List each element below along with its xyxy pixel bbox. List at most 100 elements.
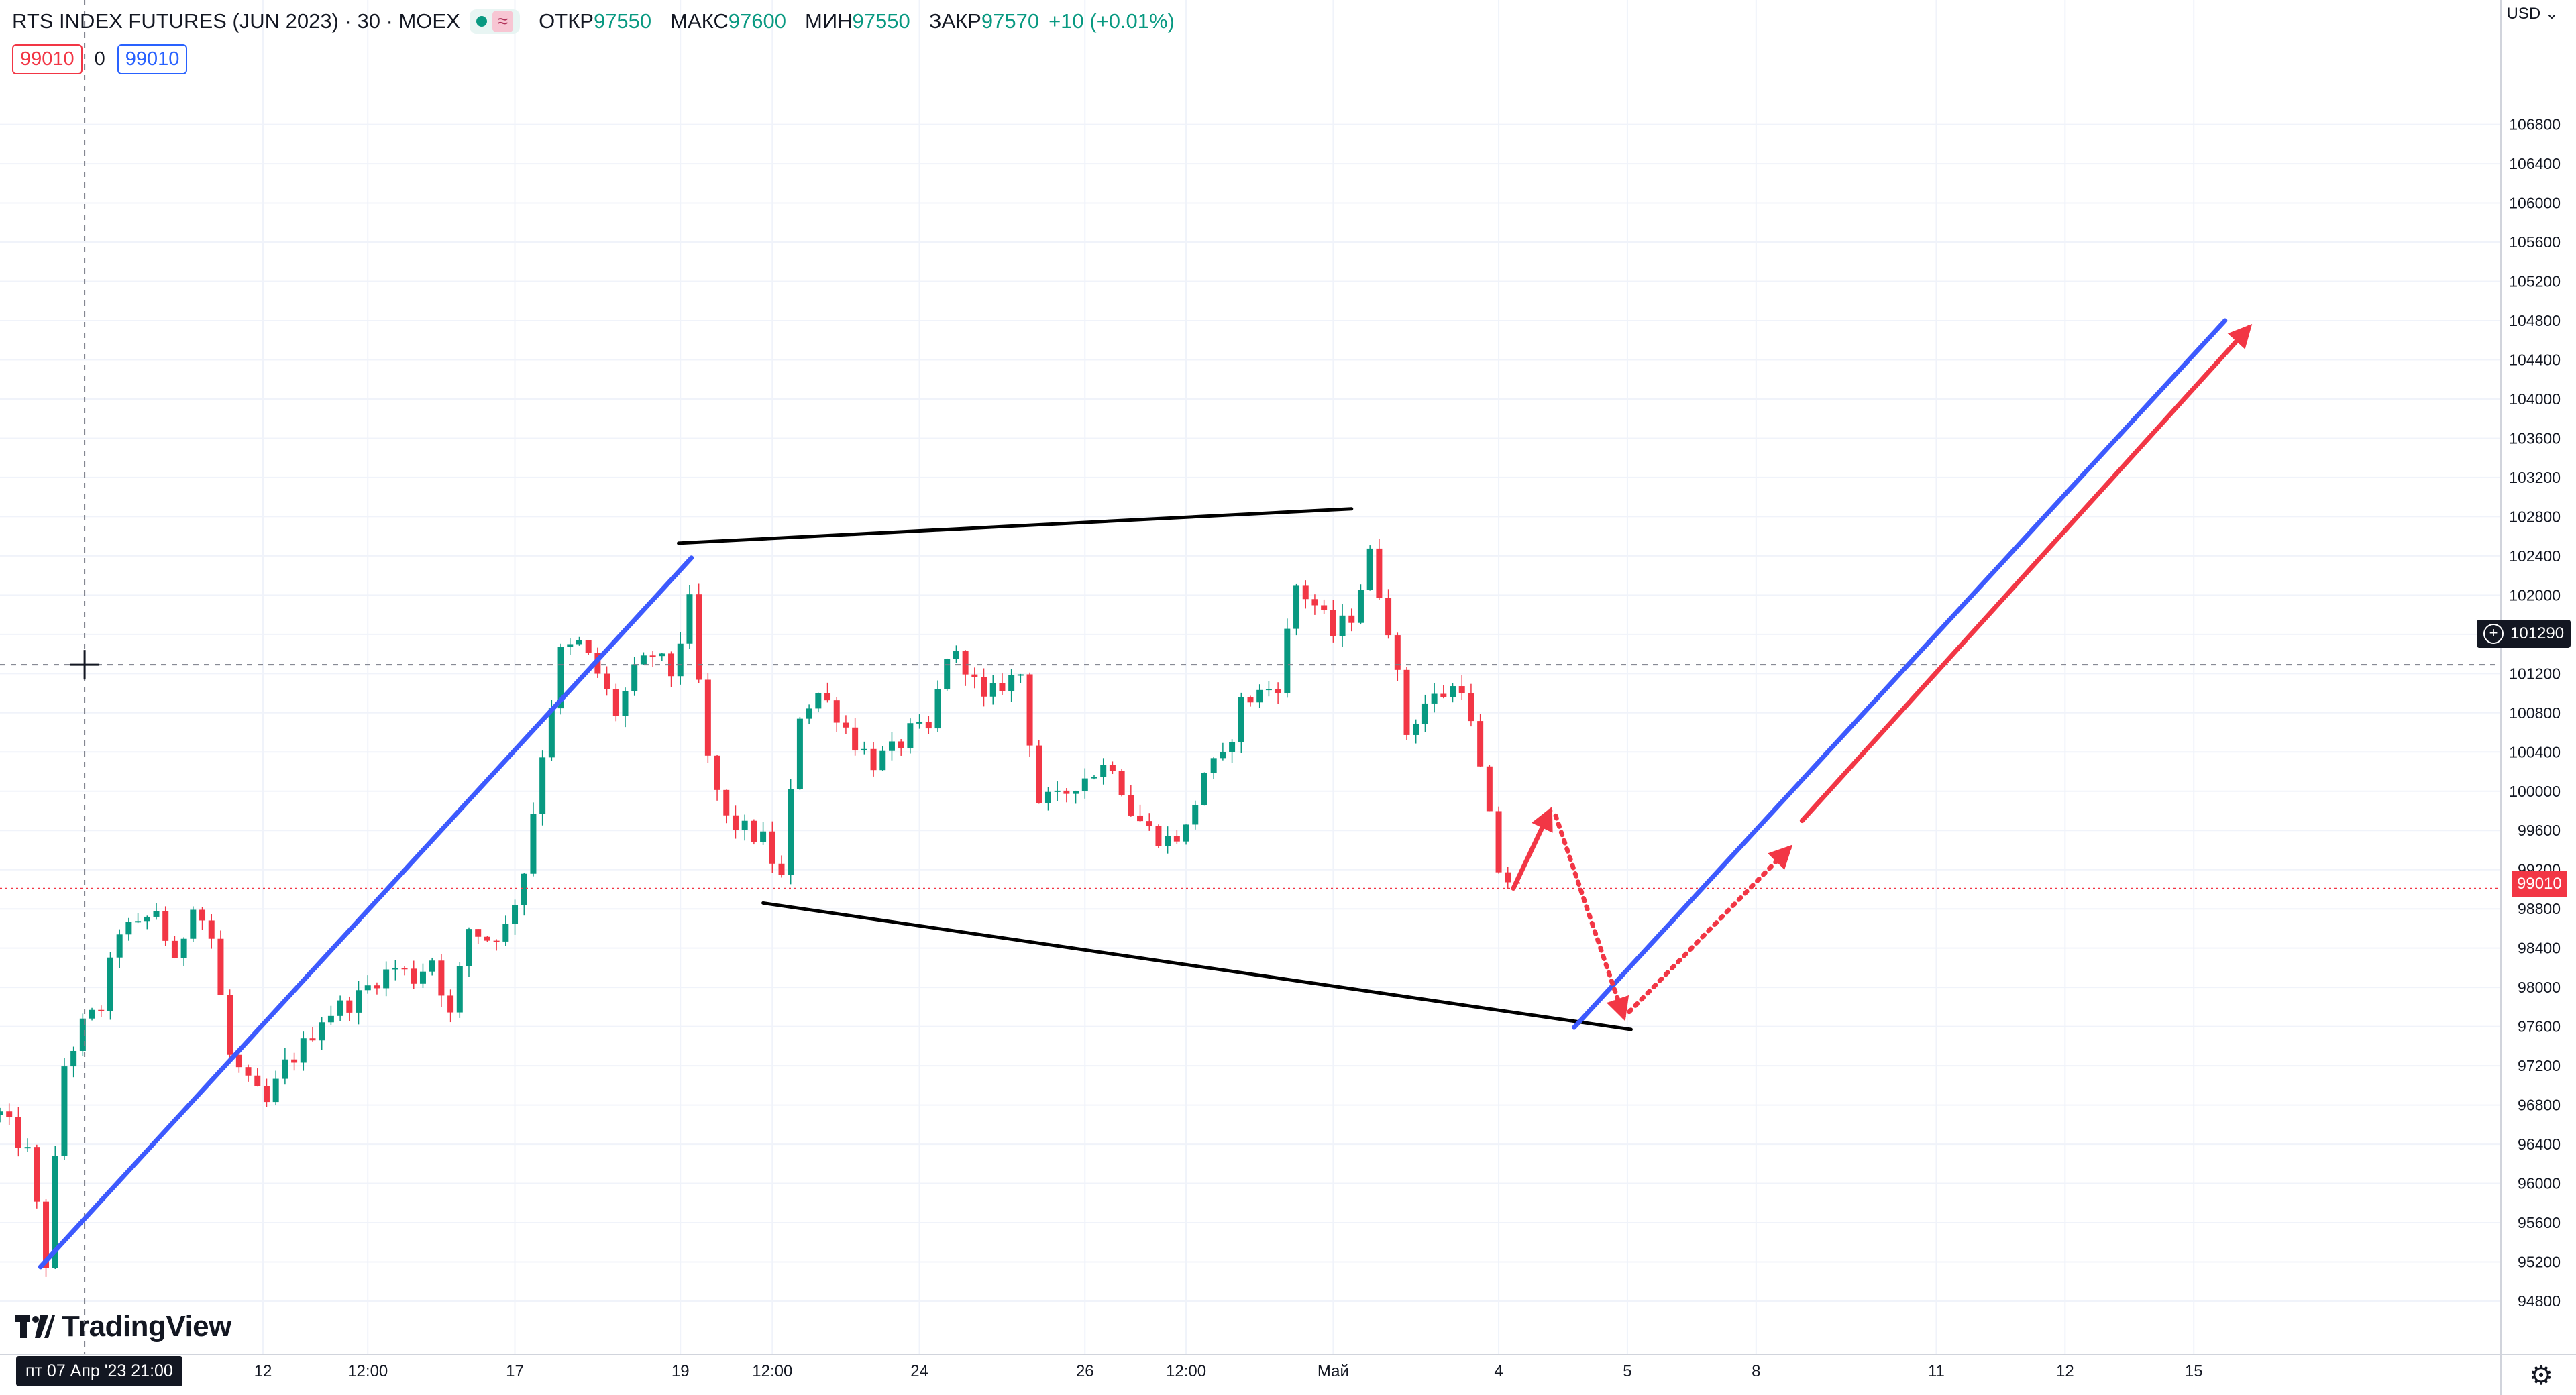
candle-body	[512, 905, 519, 924]
currency-selector[interactable]: USD ⌄	[2507, 4, 2559, 23]
candle-body	[649, 655, 656, 657]
open-value: 97550	[593, 9, 652, 33]
candle-body	[1302, 585, 1309, 600]
candle-body	[622, 691, 629, 716]
candle-body	[751, 820, 757, 842]
y-tick-label: 95200	[2518, 1253, 2561, 1271]
candle-body	[686, 594, 693, 644]
candle-body	[806, 708, 812, 719]
candle-body	[346, 1000, 353, 1013]
x-tick-label: 12:00	[1166, 1362, 1206, 1380]
candle-body	[1073, 791, 1079, 794]
candle-body	[723, 789, 730, 816]
x-tick-label: 24	[910, 1362, 928, 1380]
candle-body	[659, 653, 665, 657]
candle-body	[833, 700, 840, 723]
candle-body	[1366, 548, 1373, 590]
candle-body	[1450, 686, 1456, 698]
candle-body	[1054, 790, 1061, 792]
candle-body	[190, 909, 197, 939]
y-tick-label: 95600	[2518, 1214, 2561, 1231]
dotted-red-arrow[interactable]	[1553, 813, 1629, 1021]
y-tick-label: 102800	[2509, 508, 2561, 525]
candle-body	[272, 1078, 279, 1103]
candle-body	[199, 909, 206, 921]
candle-body	[704, 679, 711, 756]
logo-text: TradingView	[62, 1310, 231, 1343]
candle-body	[557, 647, 564, 709]
candle-body	[502, 924, 509, 942]
candle-body	[291, 1059, 298, 1063]
candles	[0, 539, 1520, 1277]
dotted-red-arrow[interactable]	[1627, 844, 1793, 1015]
y-tick-label: 96000	[2518, 1175, 2561, 1192]
candle-body	[61, 1066, 68, 1156]
candle-body	[466, 929, 472, 966]
candle-body	[1109, 765, 1116, 771]
candle-body	[1192, 805, 1199, 825]
candle-body	[227, 995, 233, 1055]
candle-body	[245, 1067, 252, 1076]
y-tick-label: 106400	[2509, 155, 2561, 172]
candle-body	[576, 640, 582, 645]
blue-trendline[interactable]	[38, 555, 694, 1270]
candle-body	[300, 1038, 307, 1063]
candle-body	[953, 651, 959, 659]
candle-body	[567, 644, 574, 647]
black-trendline[interactable]	[676, 507, 1354, 545]
y-tick-label: 102400	[2509, 547, 2561, 565]
tradingview-logo[interactable]: TradingView	[15, 1308, 231, 1345]
y-tick-label: 101200	[2509, 665, 2561, 682]
sell-button[interactable]: 99010	[12, 44, 83, 74]
x-tick-label: 12:00	[347, 1362, 388, 1380]
buy-button[interactable]: 99010	[117, 44, 188, 74]
candle-body	[815, 693, 822, 709]
candle-body	[934, 689, 941, 729]
candle-body	[1173, 836, 1180, 842]
y-tick-label: 103600	[2509, 429, 2561, 447]
candle-body	[383, 969, 390, 989]
candle-body	[1440, 693, 1447, 698]
candle-body	[640, 655, 647, 665]
y-tick-label: 100800	[2509, 704, 2561, 722]
candle-body	[162, 911, 169, 941]
candle-body	[1036, 745, 1042, 803]
candle-body	[1256, 689, 1263, 703]
candle-body	[1339, 615, 1346, 636]
candle-body	[1026, 674, 1033, 746]
blue-trendline[interactable]	[1571, 318, 2228, 1030]
y-tick-label: 104000	[2509, 390, 2561, 408]
candle-body	[15, 1117, 21, 1148]
candle-body	[1220, 752, 1226, 759]
gear-icon[interactable]: ⚙	[2529, 1361, 2553, 1390]
candle-body	[52, 1156, 58, 1268]
solid-red-arrow[interactable]	[1799, 324, 2253, 824]
black-trendline[interactable]	[761, 901, 1633, 1031]
y-tick-label: 98400	[2518, 940, 2561, 957]
y-tick-label: 99600	[2518, 822, 2561, 839]
candle-body	[989, 683, 996, 697]
y-tick-label: 102000	[2509, 586, 2561, 604]
candle-body	[447, 995, 454, 1013]
candle-body	[1238, 697, 1244, 742]
crosshair-price-badge[interactable]: + 101290	[2477, 620, 2571, 648]
x-tick-label: 8	[1752, 1362, 1760, 1380]
candle-body	[107, 957, 113, 1011]
candle-body	[1183, 824, 1189, 842]
crosshair-plus-icon[interactable]: +	[2483, 624, 2504, 644]
candle-body	[1081, 778, 1088, 791]
x-tick-label: 26	[1076, 1362, 1094, 1380]
solid-red-arrow[interactable]	[1511, 806, 1553, 891]
symbol-title[interactable]: RTS INDEX FUTURES (JUN 2023) · 30 · MOEX	[12, 9, 460, 33]
drawings[interactable]	[0, 0, 2501, 1355]
candle-body	[217, 938, 224, 995]
candle-body	[153, 911, 160, 917]
candle-body	[843, 722, 849, 728]
y-tick-label: 98000	[2518, 979, 2561, 996]
candle-body	[411, 968, 417, 984]
spread-value: 0	[94, 48, 105, 70]
status-pill[interactable]: ≈	[469, 9, 521, 34]
candle-body	[1421, 703, 1428, 724]
candle-body	[796, 718, 803, 789]
